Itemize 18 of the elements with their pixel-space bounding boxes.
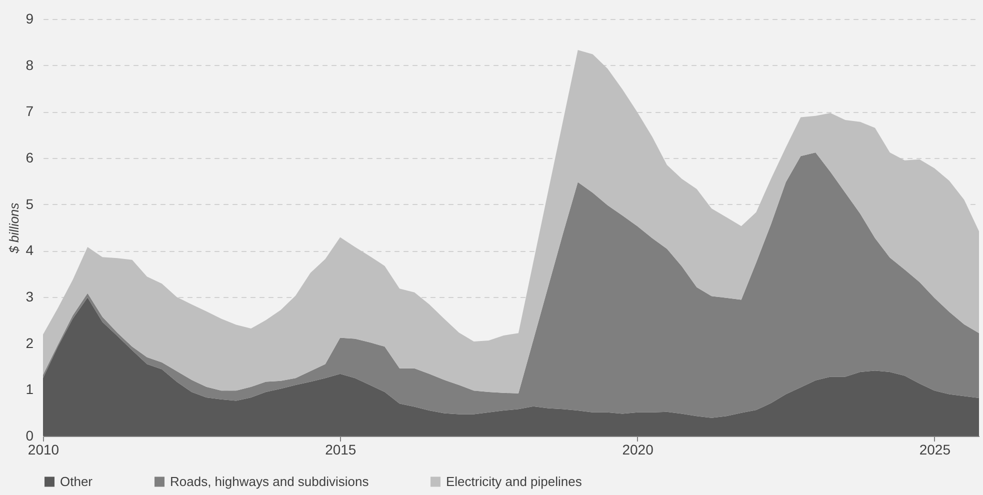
x-tick-label: 2025 [919, 442, 951, 458]
y-tick-label: 3 [26, 288, 34, 304]
y-tick-label: 0 [26, 428, 34, 444]
x-tick-label: 2010 [28, 442, 60, 458]
y-tick-label: 5 [26, 196, 34, 212]
y-tick-label: 2 [26, 334, 34, 351]
x-tick-label: 2020 [622, 442, 654, 458]
y-tick-label: 9 [26, 10, 34, 26]
y-tick-label: 8 [26, 56, 34, 73]
y-tick-label: 4 [26, 242, 34, 258]
x-tick-label: 2015 [325, 442, 356, 458]
y-tick-label: 1 [26, 381, 34, 398]
y-axis-title: $ billions [6, 202, 22, 254]
y-tick-label: 7 [26, 103, 34, 120]
y-tick-label: 6 [26, 150, 34, 166]
legend-label: Electricity and pipelines [446, 474, 582, 489]
legend-label: Roads, highways and subdivisions [170, 474, 370, 489]
legend-label: Other [60, 474, 94, 489]
